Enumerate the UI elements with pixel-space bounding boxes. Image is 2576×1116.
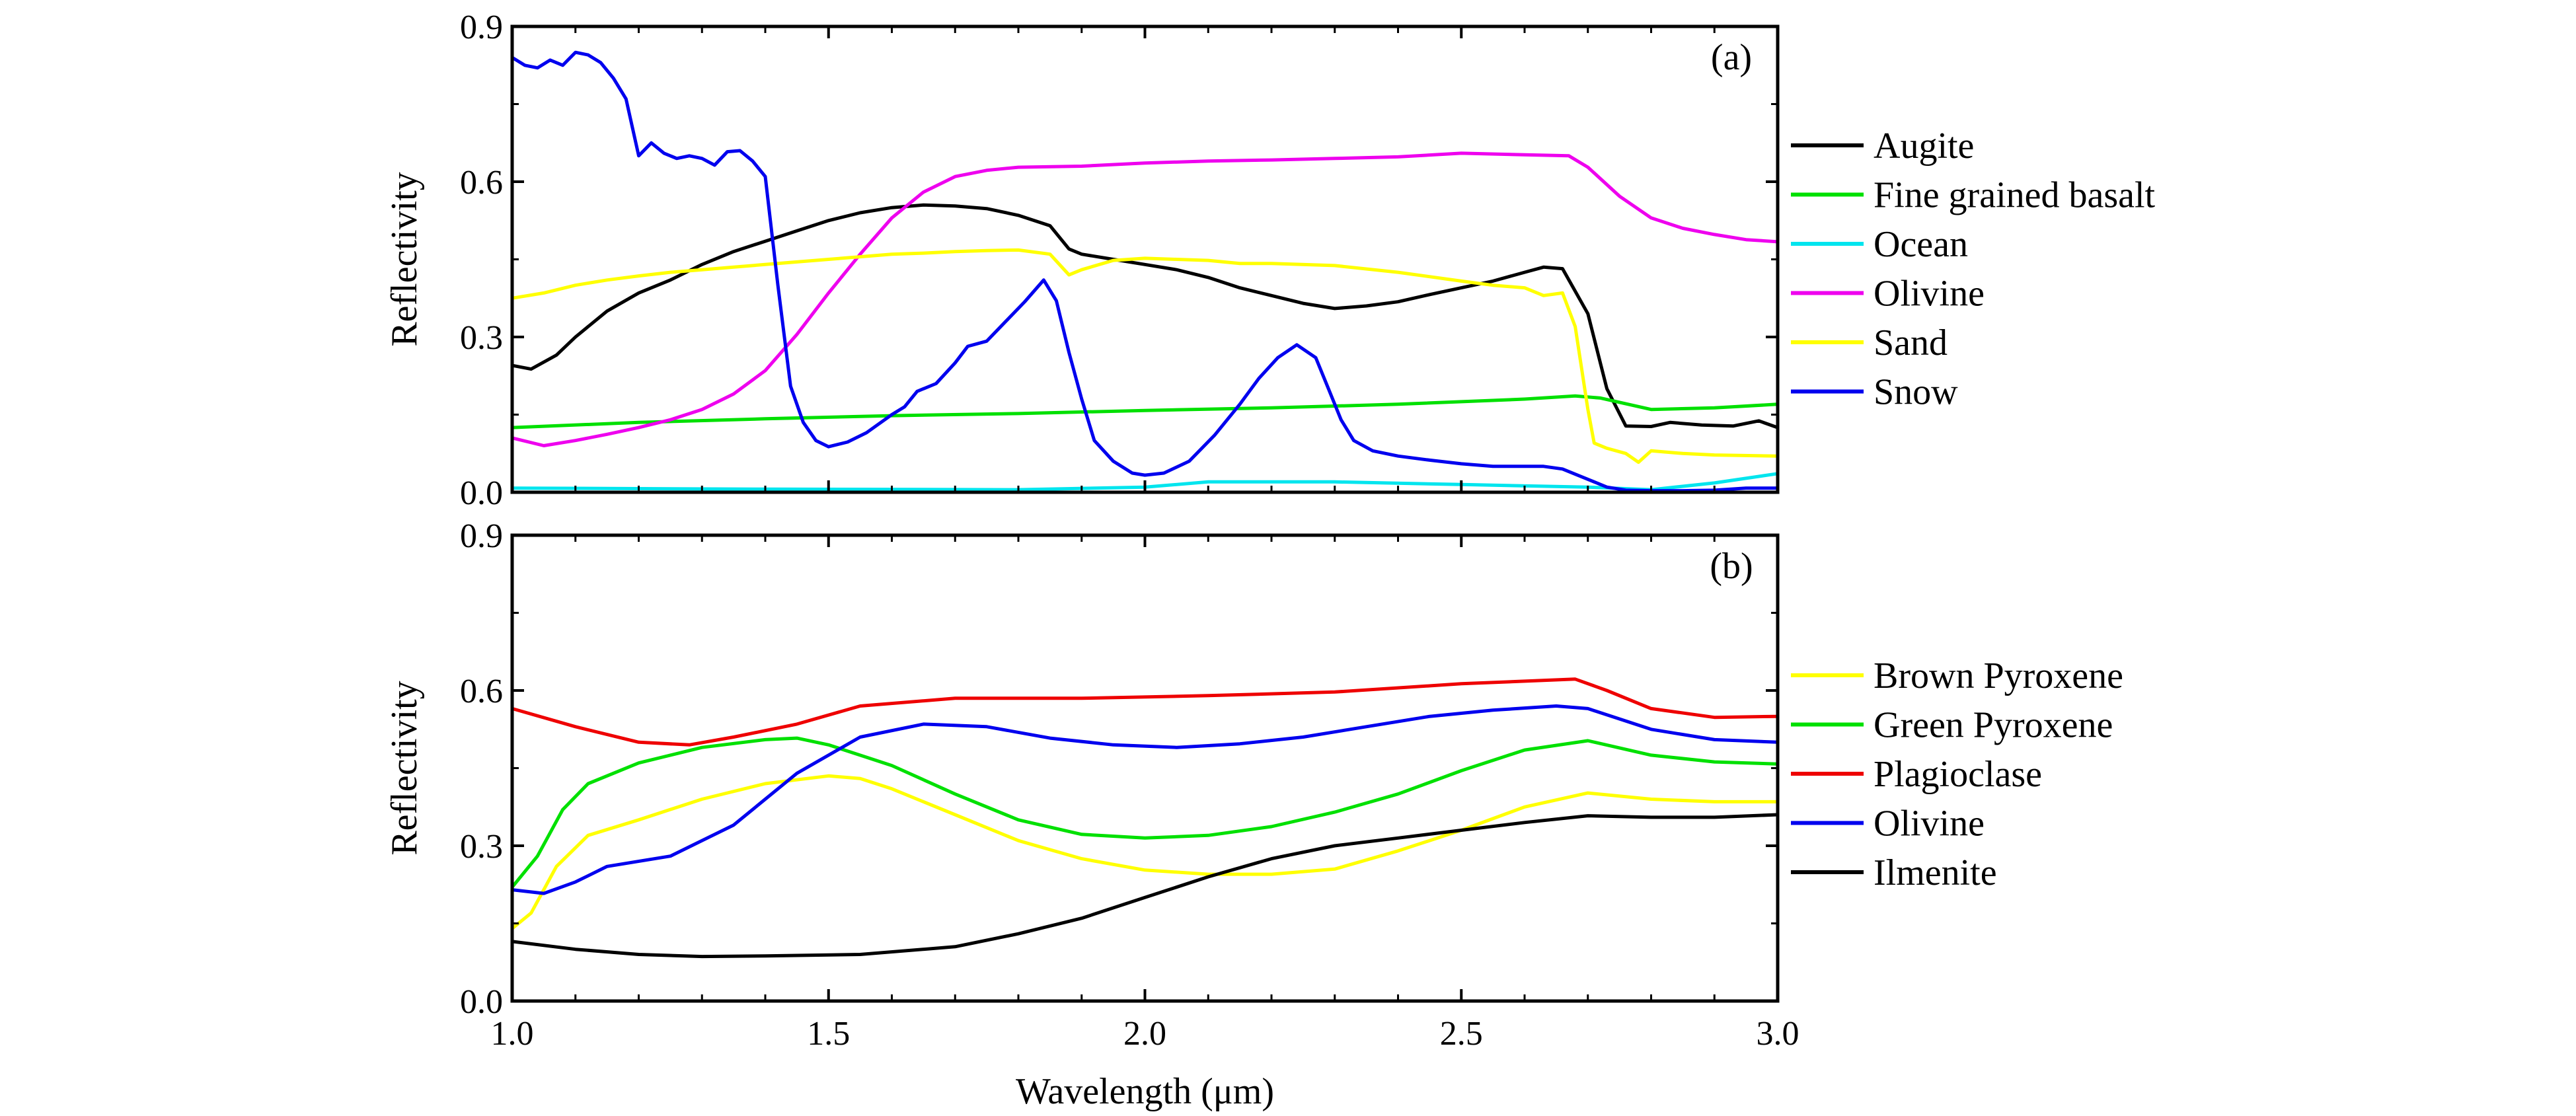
series-line-olivine	[511, 151, 1778, 447]
legend-label-green-pyroxene: Green Pyroxene	[1874, 705, 2113, 746]
legend-label-ilmenite: Ilmenite	[1874, 852, 1997, 893]
series-line-plagioclase	[511, 677, 1778, 747]
series-line-ocean	[511, 472, 1778, 492]
series-line-olivine	[511, 704, 1778, 895]
x-tick-label: 2.5	[1440, 1015, 1483, 1053]
y-tick-label: 0.0	[460, 474, 503, 512]
series-line-snow	[511, 50, 1778, 493]
legend-label-ocean: Ocean	[1874, 224, 1968, 265]
x-tick-label: 2.0	[1123, 1015, 1166, 1053]
legend-label-olivine: Olivine	[1874, 803, 1985, 844]
legend-label-plagioclase: Plagioclase	[1874, 754, 2042, 795]
series-line-ilmenite	[511, 813, 1778, 959]
legend-label-olivine: Olivine	[1874, 274, 1985, 315]
panel-b: 0.0 0.3 0.6 0.9 1.0 1.5 2.0 2.5 3.0 Reflectivity W…	[384, 517, 2123, 1112]
y-tick-label: 0.9	[460, 9, 503, 46]
series-line-augite	[511, 203, 1778, 429]
y-tick-label: 0.6	[460, 673, 503, 710]
plot-frame	[510, 533, 1780, 1003]
legend-label-sand: Sand	[1874, 322, 1948, 363]
series-line-brown-pyroxene	[511, 774, 1778, 930]
y-axis-title: Reflectivity	[384, 681, 425, 855]
legend-label-snow: Snow	[1874, 372, 1958, 413]
y-tick-label: 0.3	[460, 319, 503, 357]
y-tick-label: 0.3	[460, 828, 503, 866]
y-tick-label: 0.9	[460, 517, 503, 555]
series-line-green-pyroxene	[511, 736, 1778, 889]
x-tick-label: 3.0	[1757, 1015, 1799, 1053]
panel-a: 0.0 0.3 0.6 0.9 Reflectivity (a) Augite Fine gr…	[384, 9, 2156, 512]
y-tick-label: 0.0	[460, 983, 503, 1021]
panel-label: (a)	[1711, 37, 1752, 78]
x-tick-label: 1.5	[807, 1015, 850, 1053]
legend-label-augite: Augite	[1874, 126, 1974, 167]
series-line-sand	[511, 248, 1778, 465]
legend-label-fine-grained-basalt: Fine grained basalt	[1874, 175, 2156, 216]
panel-label: (b)	[1710, 546, 1753, 587]
x-axis-title: Wavelength (μm)	[1016, 1071, 1274, 1112]
x-tick-label: 1.0	[491, 1015, 534, 1053]
legend-label-brown-pyroxene: Brown Pyroxene	[1874, 655, 2123, 696]
y-axis-title: Reflectivity	[384, 172, 425, 346]
y-tick-label: 0.6	[460, 164, 503, 202]
